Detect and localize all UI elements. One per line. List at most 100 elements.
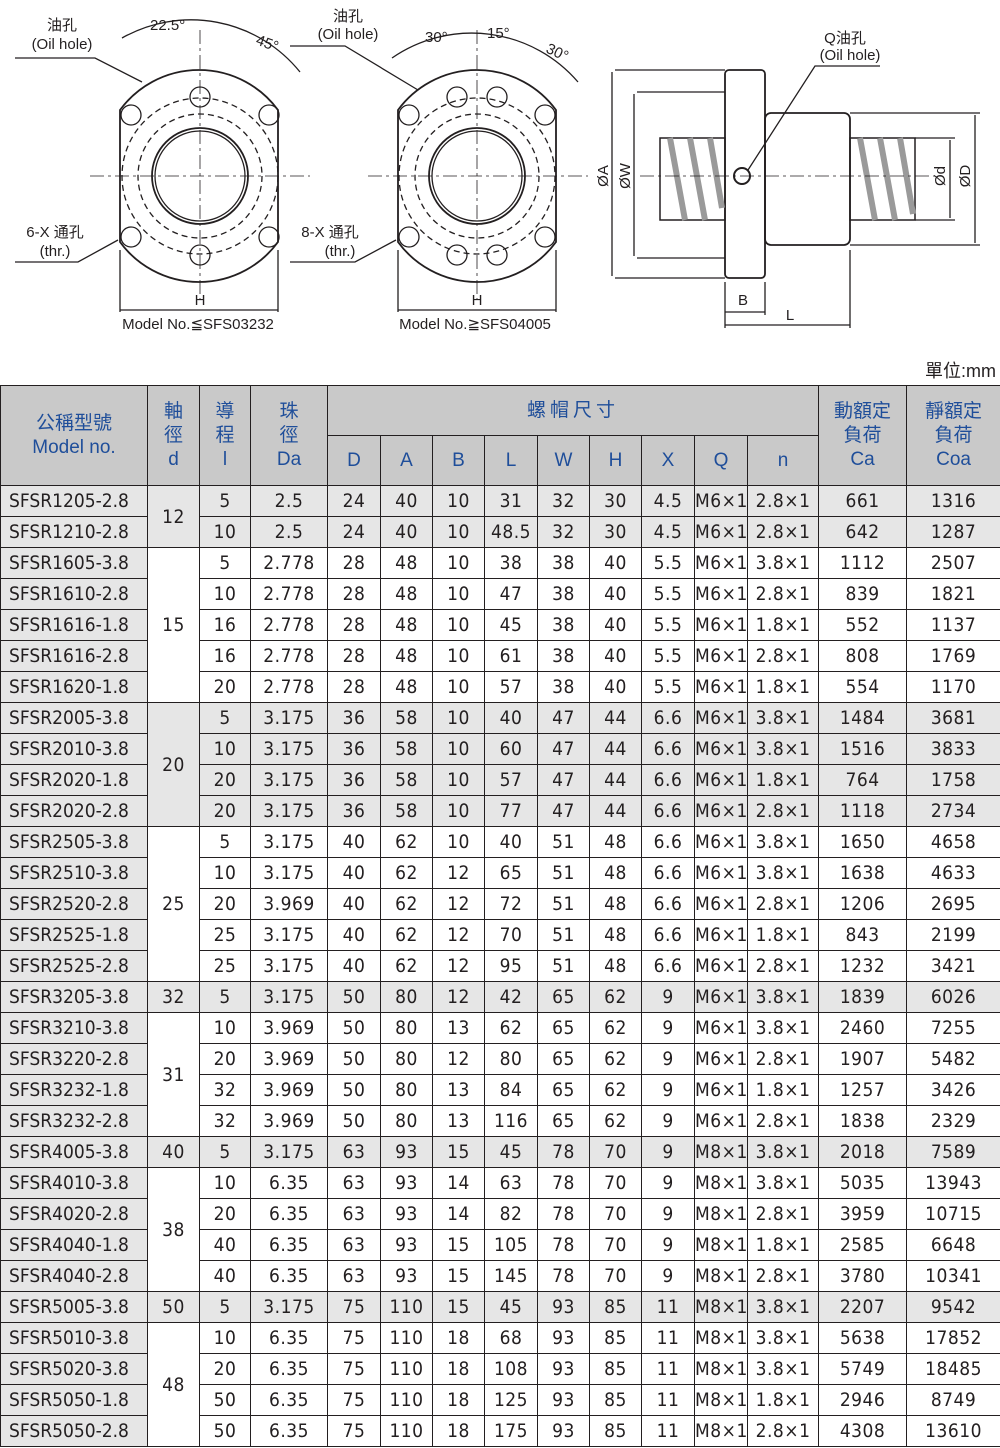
cell-q: M6×1 xyxy=(694,888,748,920)
table-row: SFSR3210-3.8 31 10 3.969 50 80 13 62 65 62 9 M6×1 3.… xyxy=(0,1012,1000,1137)
cell-d: 40 xyxy=(327,919,381,951)
cell-d: 75 xyxy=(327,1415,381,1447)
cell-lead: 20 xyxy=(199,764,251,796)
table-row: SFSR1610-2.8 10 2.778 28 48 10 47 38 40 5.5 M6×1 2.… xyxy=(0,578,1000,610)
cell-coa: 4658 xyxy=(906,826,1000,858)
cell-b: 14 xyxy=(432,1167,485,1199)
cell-x: 6.6 xyxy=(641,919,695,951)
cell-a: 48 xyxy=(380,547,433,579)
table-row: SFSR2020-2.8 20 3.175 36 58 10 77 47 44 6.6 M6×1 2.… xyxy=(0,795,1000,827)
cell-x: 9 xyxy=(641,1229,695,1261)
cell-b: 10 xyxy=(432,733,485,765)
cell-d: 24 xyxy=(327,485,381,517)
cell-l: 125 xyxy=(484,1384,538,1416)
dim-h: H xyxy=(472,292,483,309)
cell-a: 110 xyxy=(380,1291,433,1323)
holes-label-en: (thr.) xyxy=(325,243,356,260)
cell-q: M6×1 xyxy=(694,733,748,765)
header-l: L xyxy=(484,435,538,486)
cell-l: 95 xyxy=(484,950,538,982)
cell-w: 65 xyxy=(537,1105,590,1137)
cell-ca: 2585 xyxy=(818,1229,908,1261)
cell-ball-dia: 3.175 xyxy=(250,1291,328,1323)
cell-ca: 1118 xyxy=(818,795,908,827)
cell-h: 30 xyxy=(589,516,642,548)
cell-model: SFSR2510-3.8 xyxy=(0,857,148,889)
cell-w: 65 xyxy=(537,1074,590,1106)
header-a: A xyxy=(380,435,433,486)
cell-w: 93 xyxy=(537,1353,590,1385)
cell-h: 85 xyxy=(589,1353,642,1385)
cell-x: 9 xyxy=(641,1105,695,1137)
cell-lead: 16 xyxy=(199,640,251,672)
cell-n: 2.8×1 xyxy=(746,950,820,982)
cell-ball-dia: 3.969 xyxy=(250,1074,328,1106)
cell-l: 31 xyxy=(484,485,538,517)
cell-lead: 20 xyxy=(199,795,251,827)
cell-model: SFSR4020-2.8 xyxy=(0,1198,148,1230)
flange-view-6-hole xyxy=(15,19,310,312)
cell-x: 4.5 xyxy=(641,485,695,517)
cell-ca: 2460 xyxy=(818,1012,908,1044)
cell-q: M6×1 xyxy=(694,981,748,1013)
cell-a: 48 xyxy=(380,671,433,703)
cell-coa: 6648 xyxy=(906,1229,1000,1261)
cell-l: 60 xyxy=(484,733,538,765)
cell-coa: 3421 xyxy=(906,950,1000,982)
cell-model: SFSR3220-2.8 xyxy=(0,1043,148,1075)
header-shaft-dia-en: d xyxy=(168,448,179,470)
cell-ball-dia: 6.35 xyxy=(250,1322,328,1354)
cell-n: 2.8×1 xyxy=(746,795,820,827)
cell-l: 72 xyxy=(484,888,538,920)
cell-w: 38 xyxy=(537,640,590,672)
cell-a: 62 xyxy=(380,950,433,982)
cell-w: 47 xyxy=(537,733,590,765)
cell-lead: 5 xyxy=(199,1291,251,1323)
cell-h: 44 xyxy=(589,702,642,734)
cell-l: 62 xyxy=(484,1012,538,1044)
cell-d: 28 xyxy=(327,609,381,641)
cell-x: 5.5 xyxy=(641,640,695,672)
cell-x: 5.5 xyxy=(641,671,695,703)
dim-w: ØW xyxy=(617,162,634,189)
angle-label: 15° xyxy=(487,25,510,42)
cell-n: 1.8×1 xyxy=(746,1074,820,1106)
cell-b: 15 xyxy=(432,1229,485,1261)
cell-coa: 6026 xyxy=(906,981,1000,1013)
oil-hole-label-en: (Oil hole) xyxy=(32,36,93,53)
cell-model: SFSR1620-1.8 xyxy=(0,671,148,703)
cell-x: 11 xyxy=(641,1353,695,1385)
cell-w: 51 xyxy=(537,919,590,951)
cell-lead: 20 xyxy=(199,888,251,920)
cell-a: 80 xyxy=(380,1012,433,1044)
cell-shaft-dia: 12 xyxy=(147,485,200,548)
cell-b: 14 xyxy=(432,1198,485,1230)
cell-n: 3.8×1 xyxy=(746,1012,820,1044)
cell-ca: 1907 xyxy=(818,1043,908,1075)
cell-coa: 2734 xyxy=(906,795,1000,827)
cell-d: 36 xyxy=(327,733,381,765)
table-row: SFSR3205-3.8 32 5 3.175 50 80 12 42 65 62 9 M6×1 3.8… xyxy=(0,981,1000,1013)
header-dynamic-load-en: Ca xyxy=(850,448,875,470)
angle-label: 22.5° xyxy=(150,17,185,34)
cell-lead: 10 xyxy=(199,1012,251,1044)
table-row: SFSR1620-1.8 20 2.778 28 48 10 57 38 40 5.5 M6×1 1.… xyxy=(0,671,1000,703)
cell-model: SFSR3205-3.8 xyxy=(0,981,148,1013)
cell-model: SFSR3232-1.8 xyxy=(0,1074,148,1106)
cell-lead: 40 xyxy=(199,1260,251,1292)
cell-b: 10 xyxy=(432,764,485,796)
table-row: SFSR2525-2.8 25 3.175 40 62 12 95 51 48 6.6 M6×1 2.… xyxy=(0,950,1000,982)
dim-h: H xyxy=(195,292,206,309)
dim-a: ØA xyxy=(595,165,612,187)
cell-lead: 5 xyxy=(199,1136,251,1168)
cell-b: 15 xyxy=(432,1260,485,1292)
cell-a: 80 xyxy=(380,1105,433,1137)
cell-lead: 5 xyxy=(199,485,251,517)
cell-l: 108 xyxy=(484,1353,538,1385)
cell-n: 2.8×1 xyxy=(746,1415,820,1447)
cell-l: 65 xyxy=(484,857,538,889)
cell-l: 77 xyxy=(484,795,538,827)
cell-q: M6×1 xyxy=(694,1074,748,1106)
cell-d: 28 xyxy=(327,578,381,610)
cell-ca: 808 xyxy=(818,640,908,672)
